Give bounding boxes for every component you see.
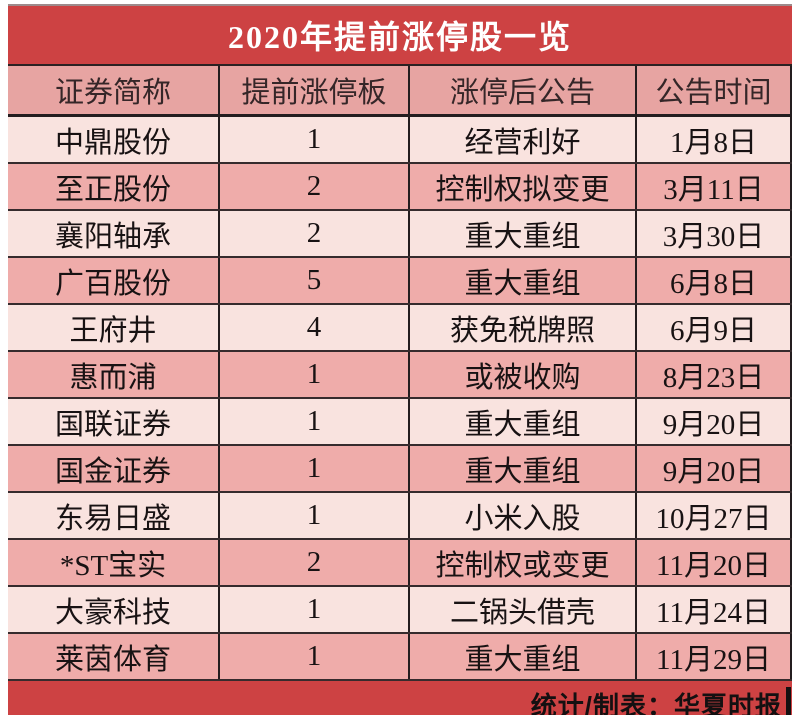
cell-limit-up-count: 1 bbox=[220, 446, 410, 491]
cell-announcement: 重大重组 bbox=[410, 634, 637, 679]
cell-stock-name: 莱茵体育 bbox=[8, 634, 220, 679]
table-row: 莱茵体育 1 重大重组 11月29日 bbox=[8, 634, 792, 681]
cell-limit-up-count: 1 bbox=[220, 587, 410, 632]
cell-announcement-date: 3月30日 bbox=[637, 211, 792, 256]
credit-text: 统计/制表：华夏时报 bbox=[530, 690, 782, 715]
table-row: 大豪科技 1 二锅头借壳 11月24日 bbox=[8, 587, 792, 634]
cell-announcement: 重大重组 bbox=[410, 446, 637, 491]
cell-limit-up-count: 1 bbox=[220, 634, 410, 679]
cell-limit-up-count: 2 bbox=[220, 211, 410, 256]
cell-announcement-date: 11月29日 bbox=[637, 634, 792, 679]
cell-announcement: 重大重组 bbox=[410, 399, 637, 444]
header-cell-stock-name: 证券简称 bbox=[8, 66, 220, 114]
table-row: 广百股份 5 重大重组 6月8日 bbox=[8, 258, 792, 305]
cell-announcement: 小米入股 bbox=[410, 493, 637, 538]
credit-bar: 统计/制表：华夏时报 bbox=[8, 681, 792, 715]
cell-limit-up-count: 5 bbox=[220, 258, 410, 303]
cell-stock-name: 惠而浦 bbox=[8, 352, 220, 397]
cell-announcement-date: 8月23日 bbox=[637, 352, 792, 397]
cell-limit-up-count: 2 bbox=[220, 540, 410, 585]
cell-announcement: 获免税牌照 bbox=[410, 305, 637, 350]
cell-announcement-date: 11月20日 bbox=[637, 540, 792, 585]
header-cell-limit-up-count: 提前涨停板 bbox=[220, 66, 410, 114]
table-row: 襄阳轴承 2 重大重组 3月30日 bbox=[8, 211, 792, 258]
cell-announcement: 控制权拟变更 bbox=[410, 164, 637, 209]
cell-announcement-date: 6月9日 bbox=[637, 305, 792, 350]
cell-stock-name: 东易日盛 bbox=[8, 493, 220, 538]
cell-limit-up-count: 4 bbox=[220, 305, 410, 350]
header-cell-announcement: 涨停后公告 bbox=[410, 66, 637, 114]
cell-announcement: 重大重组 bbox=[410, 258, 637, 303]
cell-announcement: 重大重组 bbox=[410, 211, 637, 256]
cell-announcement-date: 6月8日 bbox=[637, 258, 792, 303]
cell-stock-name: 大豪科技 bbox=[8, 587, 220, 632]
cell-stock-name: *ST宝实 bbox=[8, 540, 220, 585]
cell-stock-name: 王府井 bbox=[8, 305, 220, 350]
cell-announcement-date: 10月27日 bbox=[637, 493, 792, 538]
table-row: 至正股份 2 控制权拟变更 3月11日 bbox=[8, 164, 792, 211]
cell-announcement: 控制权或变更 bbox=[410, 540, 637, 585]
cell-stock-name: 至正股份 bbox=[8, 164, 220, 209]
cell-stock-name: 中鼎股份 bbox=[8, 117, 220, 162]
cell-announcement: 二锅头借壳 bbox=[410, 587, 637, 632]
right-edge-tick bbox=[786, 687, 791, 715]
cell-limit-up-count: 1 bbox=[220, 399, 410, 444]
cell-announcement-date: 3月11日 bbox=[637, 164, 792, 209]
table-row: *ST宝实 2 控制权或变更 11月20日 bbox=[8, 540, 792, 587]
cell-announcement-date: 11月24日 bbox=[637, 587, 792, 632]
cell-stock-name: 国联证券 bbox=[8, 399, 220, 444]
cell-announcement-date: 9月20日 bbox=[637, 399, 792, 444]
top-border-line bbox=[8, 4, 792, 6]
cell-announcement: 或被收购 bbox=[410, 352, 637, 397]
header-cell-announcement-date: 公告时间 bbox=[637, 66, 792, 114]
cell-announcement-date: 9月20日 bbox=[637, 446, 792, 491]
cell-announcement-date: 1月8日 bbox=[637, 117, 792, 162]
table-row: 国联证券 1 重大重组 9月20日 bbox=[8, 399, 792, 446]
table-row: 中鼎股份 1 经营利好 1月8日 bbox=[8, 117, 792, 164]
table-row: 国金证券 1 重大重组 9月20日 bbox=[8, 446, 792, 493]
cell-stock-name: 襄阳轴承 bbox=[8, 211, 220, 256]
page-title: 2020年提前涨停股一览 bbox=[8, 6, 792, 66]
cell-limit-up-count: 1 bbox=[220, 117, 410, 162]
header-row: 证券简称 提前涨停板 涨停后公告 公告时间 bbox=[8, 66, 792, 117]
cell-limit-up-count: 1 bbox=[220, 352, 410, 397]
table-row: 惠而浦 1 或被收购 8月23日 bbox=[8, 352, 792, 399]
cell-announcement: 经营利好 bbox=[410, 117, 637, 162]
cell-stock-name: 国金证券 bbox=[8, 446, 220, 491]
cell-limit-up-count: 1 bbox=[220, 493, 410, 538]
table-row: 东易日盛 1 小米入股 10月27日 bbox=[8, 493, 792, 540]
cell-limit-up-count: 2 bbox=[220, 164, 410, 209]
table-row: 王府井 4 获免税牌照 6月9日 bbox=[8, 305, 792, 352]
cell-stock-name: 广百股份 bbox=[8, 258, 220, 303]
table-body: 中鼎股份 1 经营利好 1月8日 至正股份 2 控制权拟变更 3月11日 襄阳轴… bbox=[8, 117, 792, 681]
